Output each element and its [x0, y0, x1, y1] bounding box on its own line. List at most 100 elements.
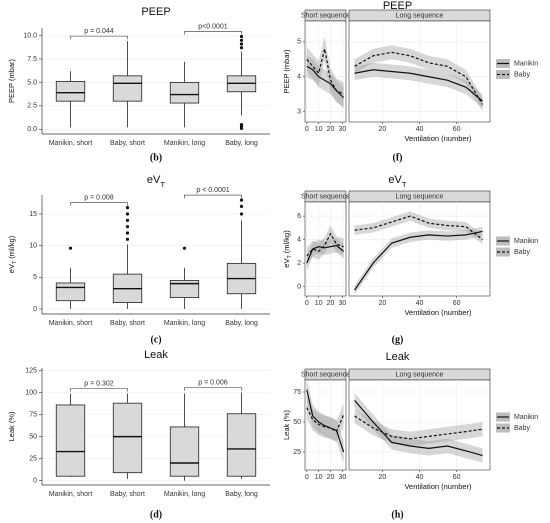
ci-band	[354, 45, 483, 112]
box	[112, 75, 143, 102]
x-tick-label: 60	[453, 126, 461, 133]
legend-label: Baby	[514, 425, 530, 432]
strip-title: Long sequence	[396, 193, 444, 200]
y-axis-label: eVT (ml/kg)	[282, 230, 293, 268]
x-tick-label: 30	[339, 126, 347, 133]
legend-label: Baby	[514, 249, 530, 256]
panel	[304, 201, 347, 297]
bracket	[184, 194, 242, 199]
x-tick-label: Baby, long	[225, 320, 258, 327]
strip-title: Long sequence	[396, 12, 444, 19]
box	[226, 413, 257, 477]
line	[354, 51, 484, 105]
x-tick-label: Baby, long	[225, 491, 258, 498]
y-axis-label: PEEP (mbar)	[282, 49, 291, 94]
x-tick-label: 40	[416, 126, 424, 133]
line	[306, 244, 345, 264]
legend-label: Baby	[514, 71, 530, 78]
outlier	[125, 206, 130, 210]
p-value: p < 0.0001	[196, 187, 229, 194]
line	[354, 215, 483, 241]
y-tick-label: 0	[33, 306, 37, 313]
ci-band	[354, 211, 483, 245]
ci-band	[306, 378, 344, 463]
x-tick-label: 10	[315, 300, 323, 307]
ci-band	[306, 55, 344, 109]
y-tick-label: 125	[25, 367, 37, 374]
y-tick-label: 75	[293, 389, 301, 396]
y-tick-label: 0.0	[27, 126, 37, 133]
x-tick-label: Baby, long	[225, 140, 258, 147]
x-tick-label: Manikin, long	[164, 491, 205, 498]
panel-label: (h)	[391, 509, 403, 520]
y-axis-label: PEEP (mbar)	[7, 58, 16, 103]
y-tick-label: 5	[297, 39, 301, 46]
legend-label: Manikin	[514, 60, 538, 67]
y-tick-label: 0	[33, 477, 37, 484]
y-tick-label: 5.0	[27, 79, 37, 86]
x-tick-label: Manikin, long	[164, 140, 205, 147]
chart-title-main: eV	[147, 174, 161, 186]
outlier	[125, 225, 130, 229]
box	[169, 426, 200, 477]
chart-title-sub: T	[160, 180, 165, 189]
panel-label: (c)	[150, 334, 161, 345]
x-tick-label: Baby, short	[110, 320, 145, 327]
x-tick-label: 40	[416, 300, 424, 307]
box	[169, 280, 200, 298]
x-tick-label: 20	[327, 126, 335, 133]
x-tick-label: 20	[378, 126, 386, 133]
x-tick-label: 60	[453, 300, 461, 307]
outlier	[239, 38, 244, 42]
outlier	[68, 246, 73, 250]
y-tick-label: 10.0	[23, 32, 37, 39]
outlier	[239, 34, 244, 39]
x-tick-label: 20	[327, 300, 335, 307]
p-value: p = 0.008	[84, 195, 113, 202]
x-tick-label: 30	[339, 300, 347, 307]
x-tick-label: 10	[315, 474, 323, 481]
y-tick-label: 100	[25, 389, 37, 396]
chart-title-sub: T	[402, 180, 407, 189]
y-axis-label-main: eV	[7, 264, 16, 273]
line	[354, 415, 483, 440]
chart-title: PEEP	[383, 0, 412, 12]
line	[306, 48, 344, 95]
chart-title: eVT	[147, 174, 165, 189]
y-tick-label: 2	[297, 260, 301, 267]
ci-band	[306, 225, 344, 265]
panel-label: (g)	[392, 334, 404, 345]
x-tick-label: 20	[378, 474, 386, 481]
bracket	[184, 387, 242, 391]
y-tick-label: 0	[297, 283, 301, 290]
x-tick-label: Baby, short	[110, 140, 145, 147]
x-tick-label: Manikin, long	[164, 320, 205, 327]
y-tick-label: 2.5	[27, 103, 37, 110]
x-tick-label: 10	[315, 126, 323, 133]
y-axis-label-main: eV	[282, 259, 291, 268]
y-tick-label: 7.5	[27, 56, 37, 63]
panel-label: (b)	[150, 152, 162, 163]
box	[55, 282, 86, 302]
panel-label: (f)	[393, 152, 403, 163]
x-tick-label: 0	[305, 300, 309, 307]
strip-title: Long sequence	[396, 371, 444, 378]
ci-band	[306, 396, 344, 443]
outlier	[239, 198, 244, 202]
strip-title: Short sequence	[301, 193, 350, 200]
bracket	[70, 35, 128, 40]
outlier	[125, 237, 130, 241]
outlier	[239, 42, 244, 46]
y-tick-label: 50	[293, 419, 301, 426]
strip-title: Short sequence	[301, 371, 350, 378]
x-tick-label: 60	[453, 474, 461, 481]
p-value: p = 0.302	[84, 380, 113, 387]
panel-label: (d)	[150, 509, 162, 520]
line	[354, 230, 483, 291]
outlier	[125, 212, 130, 216]
y-tick-label: 75	[29, 411, 37, 418]
p-value: p<0.0001	[198, 23, 227, 30]
bracket	[70, 202, 128, 206]
strip-title: Short sequence	[301, 12, 350, 19]
